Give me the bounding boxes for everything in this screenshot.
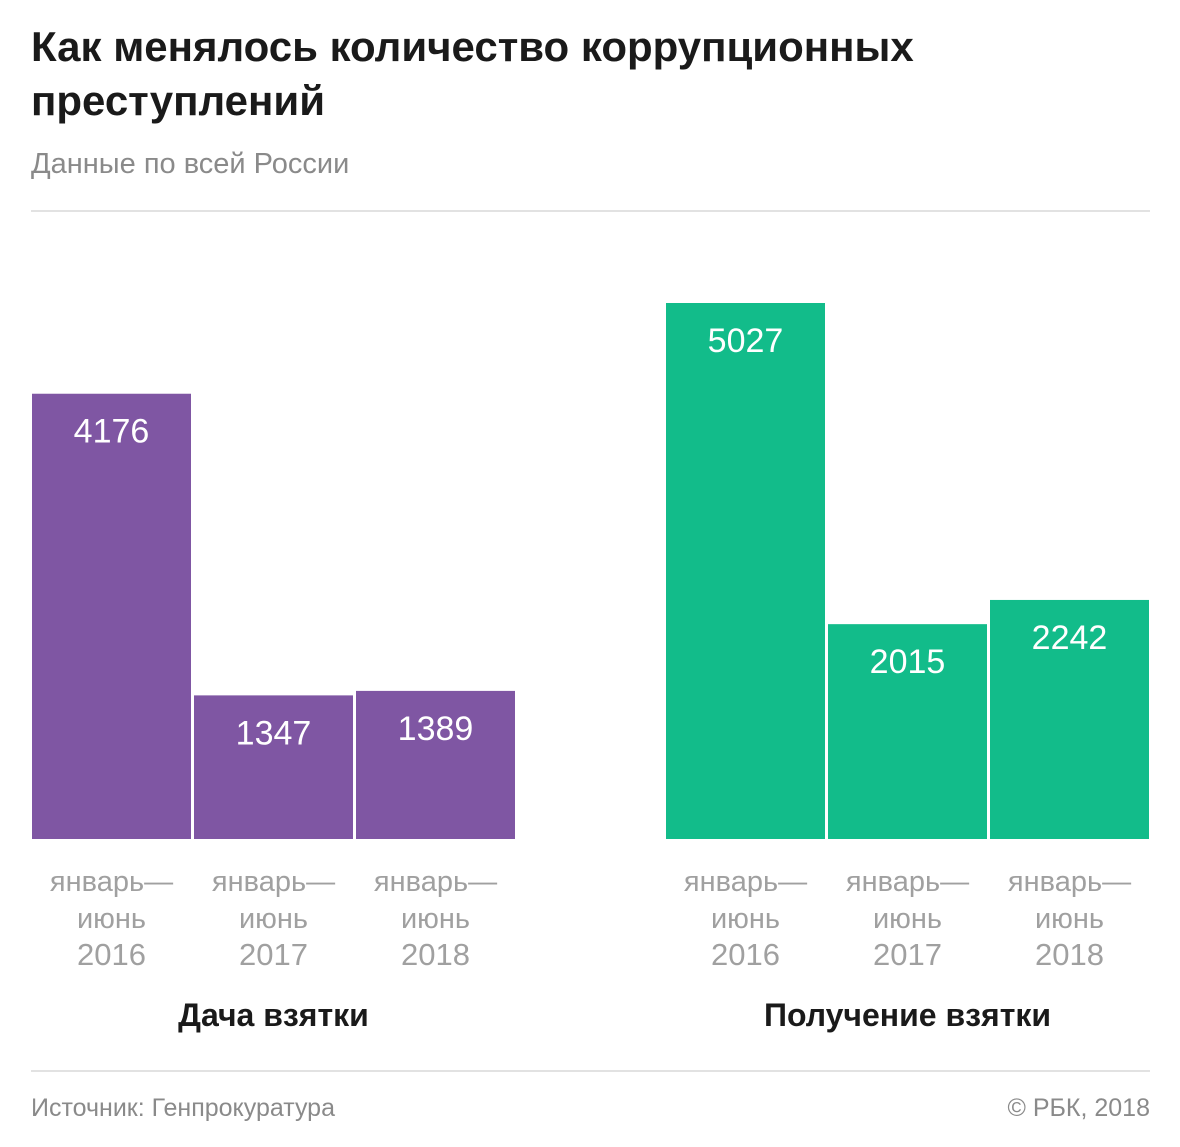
x-tick-label: январь— [846, 866, 969, 898]
x-tick-label: январь— [684, 866, 807, 898]
x-tick-label: 2017 [239, 937, 308, 972]
x-tick-label: январь— [50, 866, 173, 898]
chart-title: Как менялось количество коррупционных пр… [31, 23, 914, 124]
x-tick-label: июнь [873, 903, 942, 935]
copyright-note: © РБК, 2018 [1007, 1094, 1150, 1122]
x-tick-label: июнь [239, 903, 308, 935]
bar [356, 690, 515, 839]
x-tick-label: июнь [711, 903, 780, 935]
x-tick-label: январь— [374, 866, 497, 898]
x-tick-label: июнь [1035, 903, 1104, 935]
x-tick-label: январь— [1008, 866, 1131, 898]
bar-value-label: 2015 [870, 643, 946, 681]
group-label: Получение взятки [764, 997, 1051, 1033]
bar [194, 695, 353, 839]
bar-value-label: 1389 [398, 710, 474, 748]
bar-value-label: 4176 [74, 413, 150, 451]
group-label: Дача взятки [178, 997, 369, 1033]
x-tick-label: 2016 [77, 937, 146, 972]
bar-value-label: 2242 [1032, 619, 1108, 657]
x-tick-label: июнь [401, 903, 470, 935]
bar [32, 393, 191, 839]
x-tick-label: 2016 [711, 937, 780, 972]
x-tick-label: 2018 [401, 937, 470, 972]
x-tick-label: 2018 [1035, 937, 1104, 972]
bar [990, 599, 1149, 839]
chart-subtitle: Данные по всей России [31, 148, 350, 180]
bar [666, 303, 825, 839]
x-tick-label: 2017 [873, 937, 942, 972]
bar [828, 624, 987, 839]
bar-value-label: 1347 [236, 714, 312, 752]
source-note: Источник: Генпрокуратура [31, 1094, 335, 1122]
bottom-divider [31, 1070, 1150, 1072]
x-tick-label: январь— [212, 866, 335, 898]
bar-value-label: 5027 [708, 322, 784, 360]
x-tick-label: июнь [77, 903, 146, 935]
top-divider [31, 210, 1150, 212]
